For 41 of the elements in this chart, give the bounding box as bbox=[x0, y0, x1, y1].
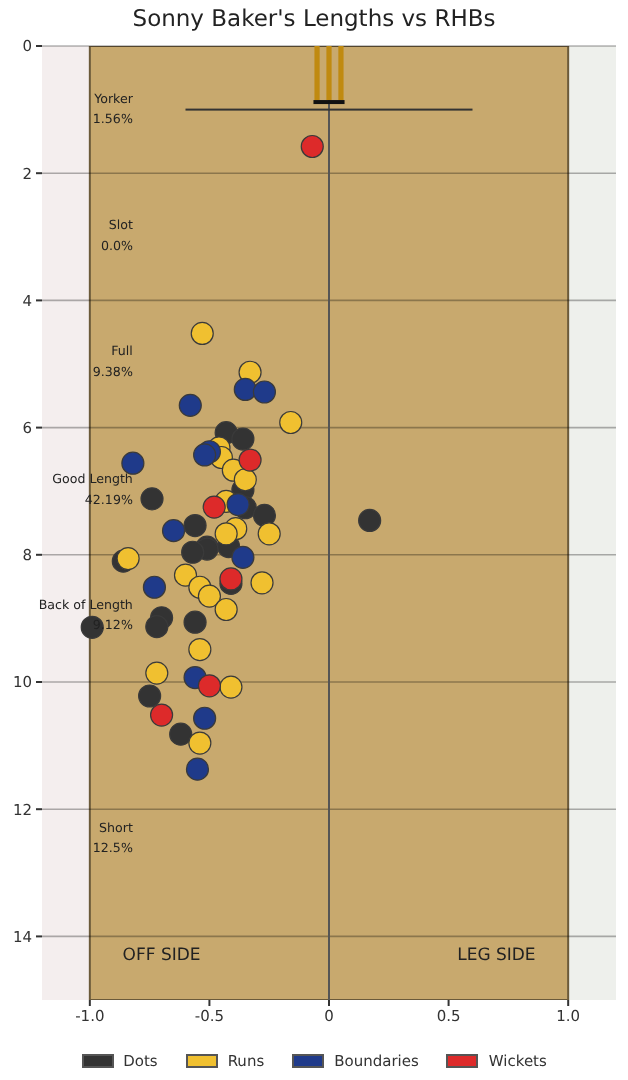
point bbox=[145, 615, 169, 639]
point bbox=[183, 513, 207, 538]
point bbox=[250, 571, 274, 595]
point bbox=[257, 522, 281, 546]
point bbox=[116, 547, 140, 571]
point bbox=[252, 503, 277, 527]
point bbox=[252, 380, 277, 404]
point bbox=[202, 495, 226, 519]
point bbox=[233, 377, 257, 402]
point bbox=[226, 492, 250, 517]
point bbox=[145, 661, 169, 685]
point bbox=[149, 703, 174, 727]
point bbox=[231, 545, 255, 569]
point bbox=[233, 468, 257, 492]
point bbox=[197, 674, 222, 698]
point bbox=[193, 706, 217, 730]
point bbox=[214, 597, 238, 622]
point bbox=[140, 487, 164, 511]
point bbox=[185, 757, 210, 781]
point bbox=[279, 410, 303, 435]
point bbox=[190, 321, 214, 346]
point bbox=[231, 427, 255, 451]
point bbox=[300, 134, 324, 159]
point bbox=[197, 584, 222, 608]
point bbox=[214, 522, 238, 546]
annotation: LEG SIDE bbox=[457, 946, 536, 967]
point bbox=[178, 393, 202, 417]
point bbox=[219, 675, 243, 699]
annotation: OFF SIDE bbox=[122, 946, 201, 967]
point bbox=[188, 637, 212, 662]
point bbox=[188, 731, 212, 755]
chart-title: Sonny Baker's Lengths vs RHBs bbox=[130, 2, 498, 36]
point bbox=[181, 540, 205, 564]
point bbox=[138, 684, 162, 708]
point bbox=[358, 508, 382, 533]
point bbox=[142, 575, 167, 599]
point bbox=[169, 722, 193, 746]
point bbox=[121, 451, 145, 475]
point bbox=[183, 610, 207, 634]
point bbox=[161, 519, 186, 543]
point bbox=[238, 448, 262, 472]
